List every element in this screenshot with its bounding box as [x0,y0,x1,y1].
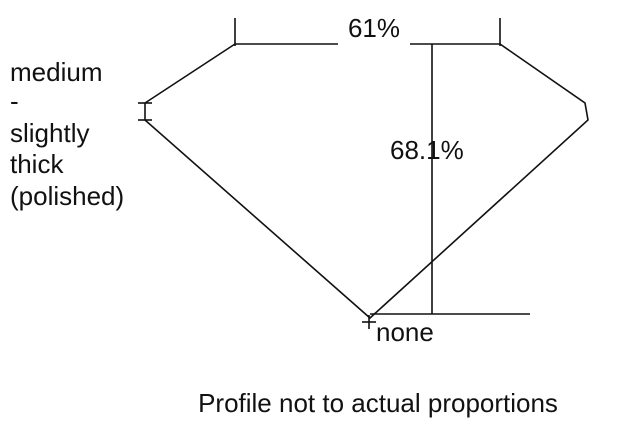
depth-percent: 68.1% [390,135,464,165]
label-background [338,14,410,46]
girdle-label: medium [10,57,102,87]
girdle-label: (polished) [10,181,124,211]
girdle-label: slightly [10,118,89,148]
table-percent: 61% [348,13,400,43]
girdle-label: - [10,86,19,116]
girdle-label: thick [10,149,64,179]
caption: Profile not to actual proportions [198,388,558,418]
culet-label: none [376,317,434,347]
gem-outline [144,43,589,320]
